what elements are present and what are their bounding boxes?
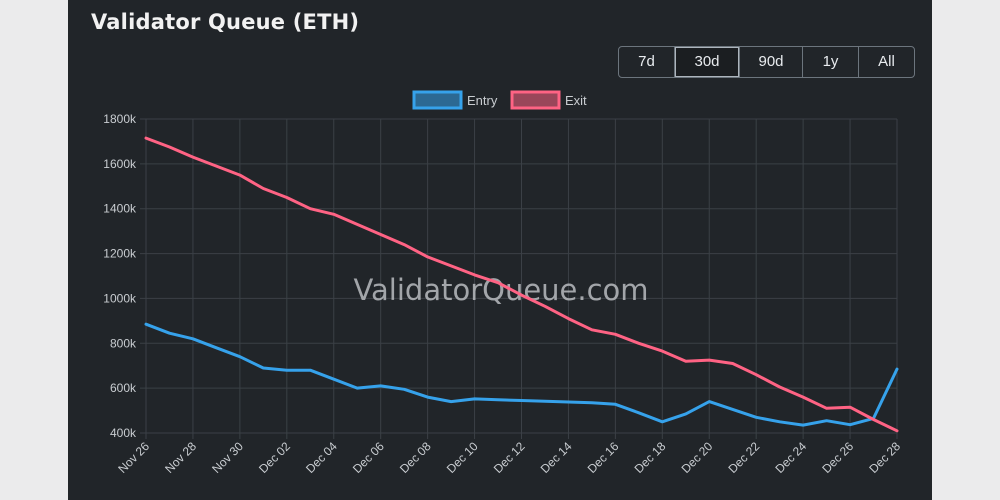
x-tick-label: Dec 20 bbox=[679, 439, 716, 476]
y-tick-label: 800k bbox=[110, 336, 137, 350]
series-lines bbox=[144, 136, 899, 433]
x-tick-label: Dec 16 bbox=[585, 439, 622, 476]
line-chart: 400k 600k 800k 1000k 1200k 1400k 1600k 1800k No… bbox=[103, 90, 903, 476]
y-tick-label: 1000k bbox=[103, 291, 137, 305]
legend-label-exit[interactable]: Exit bbox=[565, 93, 587, 108]
legend-swatch-entry[interactable] bbox=[412, 90, 463, 110]
y-tick-label: 1400k bbox=[103, 202, 137, 216]
range-90d-button[interactable]: 90d bbox=[740, 47, 803, 77]
watermark-text: ValidatorQueue.com bbox=[353, 273, 648, 307]
x-tick-label: Dec 28 bbox=[866, 439, 903, 476]
x-axis-ticks: Nov 26 Nov 28 Nov 30 Dec 02 Dec 04 Dec 06 Dec … bbox=[115, 439, 903, 476]
y-tick-label: 1200k bbox=[103, 247, 137, 261]
x-tick-label: Nov 26 bbox=[115, 439, 152, 476]
range-30d-button[interactable]: 30d bbox=[675, 47, 740, 77]
x-tick-label: Dec 04 bbox=[303, 439, 340, 476]
legend-label-entry[interactable]: Entry bbox=[467, 93, 498, 108]
chart-title: Validator Queue (ETH) bbox=[91, 10, 360, 34]
range-7d-button[interactable]: 7d bbox=[619, 47, 675, 77]
x-tick-label: Dec 24 bbox=[772, 439, 809, 476]
page-margin-right bbox=[932, 0, 1000, 500]
chart-legend: Entry Exit bbox=[412, 90, 587, 110]
x-tick-label: Dec 10 bbox=[444, 439, 481, 476]
x-tick-label: Dec 12 bbox=[491, 439, 528, 476]
x-tick-label: Dec 02 bbox=[256, 439, 293, 476]
range-selector: 7d 30d 90d 1y All bbox=[618, 46, 915, 78]
chart-panel: Validator Queue (ETH) 7d 30d 90d 1y All … bbox=[68, 0, 932, 500]
chart-grid bbox=[140, 118, 898, 439]
series-line-entry bbox=[144, 322, 899, 427]
x-tick-label: Nov 28 bbox=[162, 439, 199, 476]
x-tick-label: Dec 26 bbox=[819, 439, 856, 476]
legend-swatch-exit[interactable] bbox=[510, 90, 561, 110]
x-tick-label: Dec 08 bbox=[397, 439, 434, 476]
x-tick-label: Dec 06 bbox=[350, 439, 387, 476]
x-tick-label: Dec 14 bbox=[538, 439, 575, 476]
range-1y-button[interactable]: 1y bbox=[803, 47, 859, 77]
page-margin-left bbox=[0, 0, 68, 500]
y-tick-label: 400k bbox=[110, 426, 137, 440]
x-tick-label: Nov 30 bbox=[209, 439, 246, 476]
range-all-button[interactable]: All bbox=[878, 53, 895, 70]
y-tick-label: 1800k bbox=[103, 112, 137, 126]
x-tick-label: Dec 22 bbox=[726, 439, 763, 476]
y-tick-label: 600k bbox=[110, 381, 137, 395]
y-axis-ticks: 400k 600k 800k 1000k 1200k 1400k 1600k 1800k bbox=[103, 112, 137, 440]
x-tick-label: Dec 18 bbox=[632, 439, 669, 476]
y-tick-label: 1600k bbox=[103, 157, 137, 171]
series-line-exit bbox=[144, 136, 899, 433]
